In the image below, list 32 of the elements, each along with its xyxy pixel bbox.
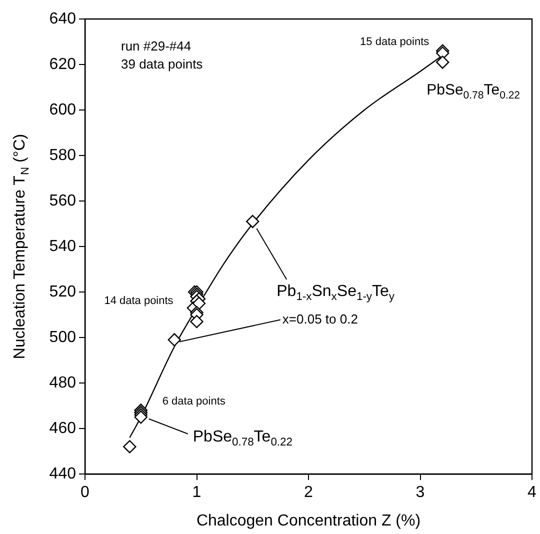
point — [436, 46, 450, 60]
y-axis-title: Nucleation Temperature TN (°C) — [11, 134, 32, 360]
y-tick-label: 580 — [49, 146, 76, 164]
point — [134, 410, 148, 424]
y-tick-label: 620 — [49, 56, 76, 73]
y-tick-label: 460 — [49, 420, 76, 437]
x-tick-label: 3 — [416, 484, 425, 502]
point — [192, 296, 206, 310]
annotation: run #29-#44 — [121, 38, 192, 54]
y-tick-label: 640 — [49, 10, 76, 28]
annotation: 14 data points — [104, 295, 174, 308]
x-tick-label: 2 — [304, 484, 314, 502]
y-tick-label: 560 — [49, 192, 76, 210]
point — [168, 333, 181, 346]
point — [246, 214, 260, 228]
y-tick-label: 540 — [49, 238, 76, 255]
y-tick-label: 440 — [49, 465, 76, 482]
point — [123, 440, 136, 454]
x-tick-label: 1 — [192, 484, 202, 502]
point — [190, 314, 204, 328]
annotation: 6 data points — [162, 395, 226, 408]
y-tick-label: 600 — [49, 101, 76, 118]
annotation: x=0.05 to 0.2 — [282, 311, 358, 326]
x-axis-title: Chalcogen Concentration Z (%) — [196, 512, 421, 530]
y-tick-label: 480 — [49, 374, 76, 392]
annotation: 39 data points — [121, 56, 204, 72]
x-tick-label: 4 — [528, 484, 537, 502]
y-tick-label: 500 — [49, 328, 76, 346]
point — [436, 56, 450, 69]
annotation: 15 data points — [360, 36, 430, 48]
x-tick-label: 0 — [80, 484, 90, 502]
y-tick-label: 520 — [49, 283, 76, 300]
